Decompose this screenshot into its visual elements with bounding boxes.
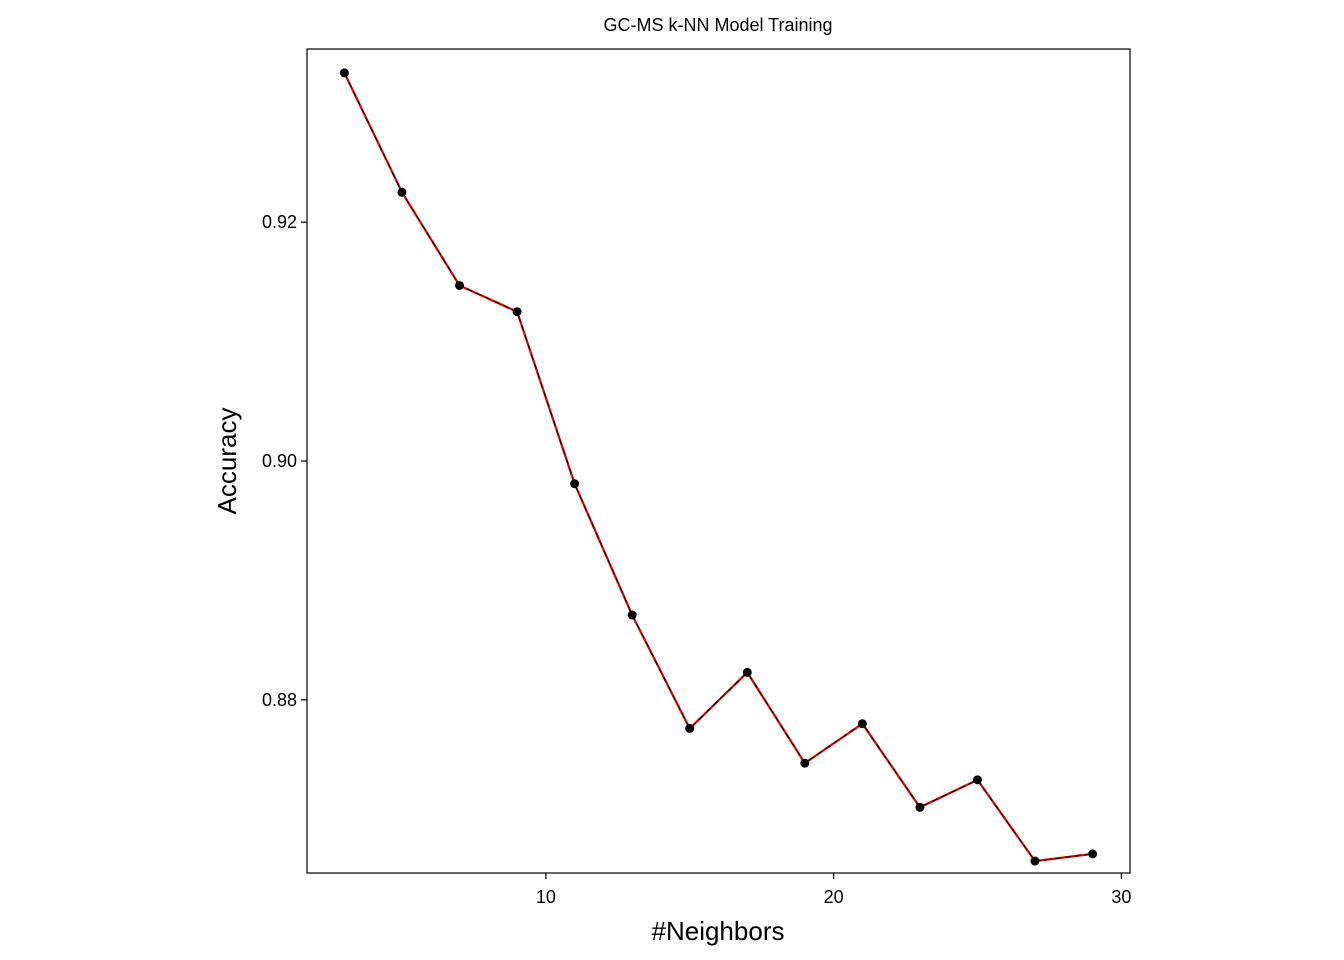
y-axis: 0.88 0.90 0.92 bbox=[262, 212, 307, 710]
x-tick-label: 10 bbox=[536, 887, 556, 907]
data-point bbox=[397, 187, 407, 197]
x-tick-label: 20 bbox=[824, 887, 844, 907]
x-axis: 10 20 30 bbox=[536, 873, 1131, 907]
data-point bbox=[512, 307, 522, 317]
series-line-overlay bbox=[343, 72, 1093, 862]
data-point bbox=[915, 802, 925, 812]
data-point bbox=[742, 667, 752, 677]
x-tick-label: 30 bbox=[1111, 887, 1131, 907]
series-line bbox=[343, 72, 1093, 863]
y-tick-label: 0.88 bbox=[262, 690, 297, 710]
data-point bbox=[857, 719, 867, 729]
data-point bbox=[627, 610, 637, 620]
y-tick-label: 0.92 bbox=[262, 212, 297, 232]
plot-panel bbox=[306, 48, 1131, 874]
y-tick-label: 0.90 bbox=[262, 451, 297, 471]
data-point bbox=[1030, 856, 1040, 866]
x-axis-title: #Neighbors bbox=[652, 916, 785, 946]
chart-title: GC-MS k-NN Model Training bbox=[603, 15, 832, 35]
series-layer bbox=[339, 68, 1098, 866]
data-point bbox=[972, 775, 982, 785]
data-point bbox=[800, 758, 810, 768]
data-point bbox=[685, 724, 695, 734]
data-point bbox=[339, 68, 349, 78]
data-point bbox=[1088, 849, 1098, 859]
y-axis-title: Accuracy bbox=[212, 408, 242, 515]
data-point bbox=[455, 280, 465, 290]
data-point bbox=[570, 479, 580, 489]
